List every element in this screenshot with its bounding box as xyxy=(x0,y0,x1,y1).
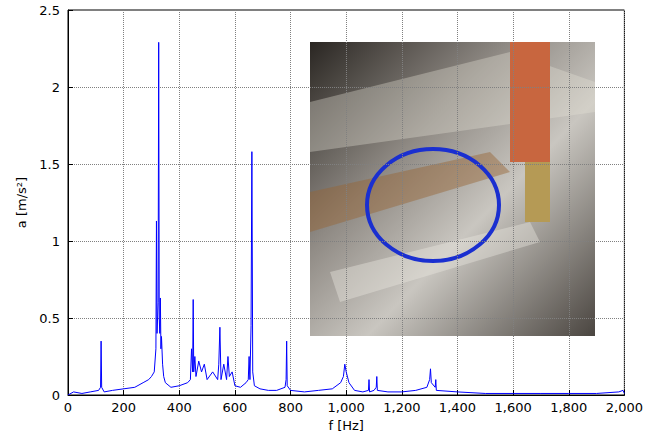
svg-text:0: 0 xyxy=(52,388,60,403)
svg-text:1: 1 xyxy=(52,234,60,249)
svg-text:600: 600 xyxy=(223,400,248,415)
svg-text:1,600: 1,600 xyxy=(495,400,532,415)
svg-text:1,800: 1,800 xyxy=(550,400,587,415)
svg-text:1.5: 1.5 xyxy=(39,157,60,172)
svg-text:1,200: 1,200 xyxy=(383,400,420,415)
svg-text:1,000: 1,000 xyxy=(328,400,365,415)
svg-text:200: 200 xyxy=(111,400,136,415)
svg-text:400: 400 xyxy=(167,400,192,415)
svg-text:2.5: 2.5 xyxy=(39,3,60,18)
svg-text:800: 800 xyxy=(278,400,303,415)
svg-text:0.5: 0.5 xyxy=(39,311,60,326)
svg-text:2: 2 xyxy=(52,80,60,95)
svg-text:2,000: 2,000 xyxy=(606,400,643,415)
svg-text:a [m/s²]: a [m/s²] xyxy=(14,177,29,228)
svg-text:0: 0 xyxy=(64,400,72,415)
svg-text:f [Hz]: f [Hz] xyxy=(328,418,363,433)
svg-text:1,400: 1,400 xyxy=(439,400,476,415)
